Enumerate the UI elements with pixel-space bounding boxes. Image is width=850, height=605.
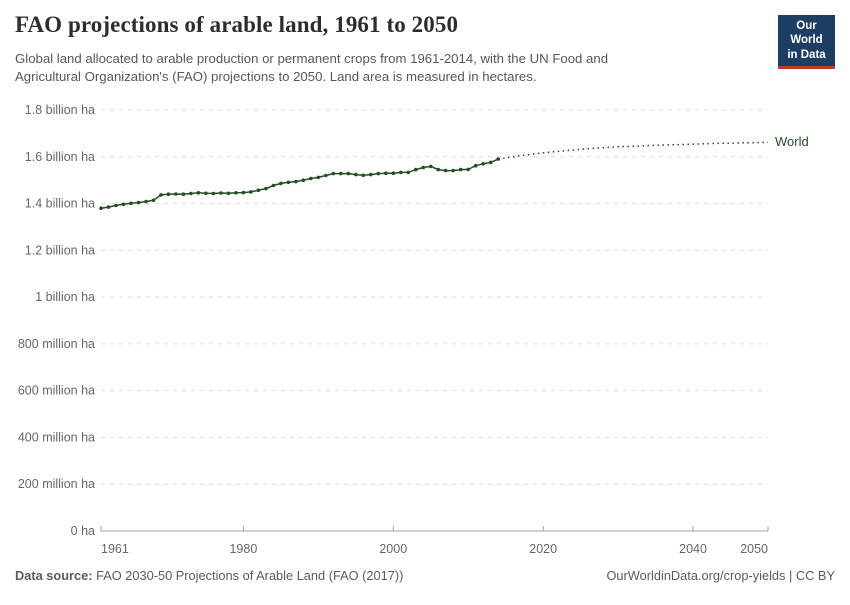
data-point [414,167,418,172]
data-point [406,170,411,175]
data-point [249,190,253,194]
data-point [436,167,441,172]
data-point [211,191,216,196]
data-point [443,168,448,173]
data-point [121,202,126,207]
data-point [196,191,201,195]
y-axis-tick-label: 1.8 billion ha [25,103,95,117]
data-point [114,203,118,208]
y-axis-tick-label: 600 million ha [18,384,95,398]
chart-subtitle: Global land allocated to arable producti… [15,51,609,84]
owid-logo: Our World in Data [778,15,835,70]
data-point [241,190,246,195]
data-point [286,180,291,185]
data-point [144,199,148,204]
data-point [473,163,478,168]
data-source-label: Data source: [15,568,93,583]
data-point [294,179,298,184]
x-axis-tick-label: 1961 [101,542,129,556]
data-point [279,181,283,186]
y-axis-tick-label: 800 million ha [18,337,95,351]
data-point [429,164,433,169]
owid-logo-line1: Our World [790,20,823,47]
data-point [204,191,208,196]
data-point [189,191,193,196]
data-point [106,205,111,209]
data-point [309,176,313,181]
data-point [354,172,358,177]
data-source-note: Data source: FAO 2030-50 Projections of … [15,568,403,583]
x-axis-tick-label: 2050 [740,542,768,556]
data-point [346,171,351,176]
world-series-projection-line [498,141,769,160]
data-point [339,171,343,176]
world-series-historical-line [100,158,499,209]
data-point [234,191,238,195]
y-axis-tick-label: 1.2 billion ha [25,243,95,257]
data-point [331,171,336,176]
data-point [481,162,486,166]
y-axis-tick-label: 200 million ha [18,477,95,491]
data-point [324,173,328,178]
x-axis-tick-label: 2020 [529,542,557,556]
x-axis-tick-label: 1980 [229,542,257,556]
data-point [384,171,388,175]
data-point [99,206,103,210]
data-point [458,167,463,172]
data-point [316,175,321,180]
data-point [256,188,261,192]
data-point [264,186,268,191]
data-point [219,191,223,195]
y-axis-tick-label: 400 million ha [18,430,95,444]
data-point [166,192,171,196]
data-point [181,192,186,196]
data-source-text: FAO 2030-50 Projections of Arable Land (… [92,568,404,583]
data-point [466,167,471,172]
data-point [376,171,381,176]
y-axis-tick-label: 0 ha [71,524,95,538]
chart-title: FAO projections of arable land, 1961 to … [15,12,459,37]
chart-footer: Data source: FAO 2030-50 Projections of … [15,568,835,583]
data-point [226,191,231,196]
data-point [129,201,133,206]
data-point [301,178,306,182]
data-point [391,171,396,175]
y-axis-tick-label: 1 billion ha [35,290,95,304]
data-point [151,198,156,203]
data-point [361,173,366,178]
data-point [488,160,493,165]
attribution-license: OurWorldinData.org/crop-yields | CC BY [606,568,835,583]
data-point [174,192,178,196]
data-point [369,172,373,177]
series-label-world: World [775,134,809,150]
data-point [451,168,456,173]
y-axis-tick-label: 1.4 billion ha [25,197,95,211]
data-point [136,200,141,205]
data-point [399,170,403,175]
data-point [421,165,426,170]
data-point [159,193,163,197]
data-point [271,183,276,188]
x-axis-tick-label: 2000 [379,542,407,556]
owid-logo-line2: in Data [787,48,826,61]
y-axis-tick-label: 1.6 billion ha [25,150,95,164]
x-axis-tick-label: 2040 [679,542,707,556]
